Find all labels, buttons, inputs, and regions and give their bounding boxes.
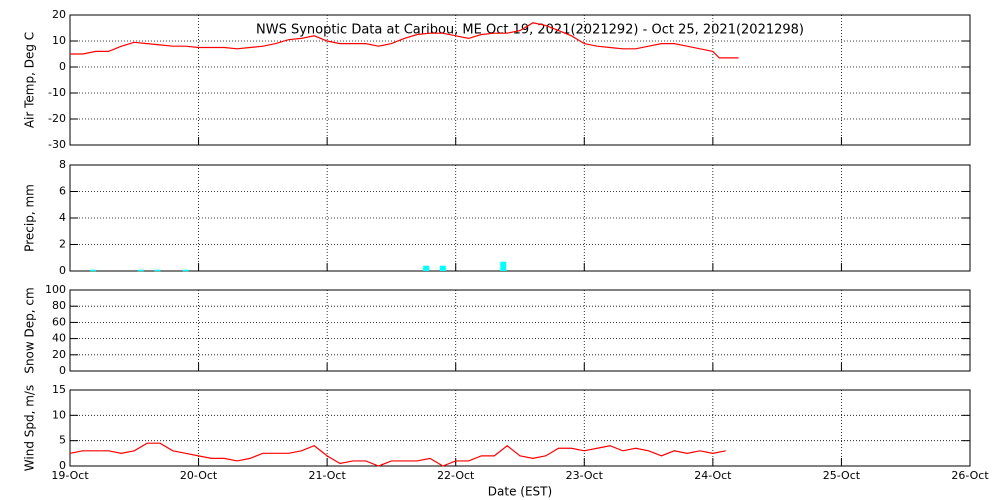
y-tick-label: 0	[59, 264, 66, 277]
y-tick-label: 0	[59, 459, 66, 472]
bar	[154, 269, 161, 272]
y-tick-label: 8	[59, 158, 66, 171]
plot-frame	[69, 289, 971, 372]
y-tick-label: 10	[52, 408, 66, 421]
x-tick-label: 24-Oct	[694, 469, 732, 482]
x-tick-label: 23-Oct	[566, 469, 604, 482]
bar	[423, 265, 430, 271]
plot-frame	[69, 389, 971, 467]
y-tick-label: 40	[52, 332, 66, 345]
bar	[137, 269, 144, 272]
y-axis-label: Snow Dep, cm	[23, 287, 37, 373]
y-tick-label: 6	[59, 185, 66, 198]
y-tick-label: -30	[48, 138, 66, 151]
data-line	[70, 22, 739, 59]
x-tick-label: 19-Oct	[51, 469, 89, 482]
y-tick-label: 10	[52, 34, 66, 47]
y-axis-label: Precip, mm	[23, 184, 37, 252]
y-axis-label: Air Temp, Deg C	[23, 32, 37, 128]
x-tick-label: 21-Oct	[308, 469, 346, 482]
bar	[500, 261, 507, 271]
x-tick-label: 26-Oct	[951, 469, 989, 482]
x-tick-label: 25-Oct	[823, 469, 861, 482]
y-tick-label: -20	[48, 112, 66, 125]
y-tick-label: 4	[59, 211, 66, 224]
y-tick-label: 20	[52, 348, 66, 361]
y-tick-label: 0	[59, 60, 66, 73]
y-tick-label: 5	[59, 434, 66, 447]
bar	[182, 269, 189, 272]
y-tick-label: 20	[52, 8, 66, 21]
x-tick-label: 20-Oct	[180, 469, 218, 482]
y-tick-label: -10	[48, 86, 66, 99]
y-tick-label: 0	[59, 364, 66, 377]
y-axis-label: Wind Spd, m/s	[23, 385, 37, 471]
x-axis-label: Date (EST)	[488, 485, 552, 499]
x-tick-label: 22-Oct	[437, 469, 475, 482]
bar	[439, 265, 446, 271]
y-tick-label: 60	[52, 315, 66, 328]
y-tick-label: 2	[59, 238, 66, 251]
bar	[90, 269, 97, 272]
y-tick-label: 100	[45, 283, 66, 296]
chart-title: NWS Synoptic Data at Caribou, ME Oct 19,…	[256, 23, 804, 38]
y-tick-label: 80	[52, 299, 66, 312]
data-line	[69, 442, 726, 467]
y-tick-label: 15	[52, 383, 66, 396]
